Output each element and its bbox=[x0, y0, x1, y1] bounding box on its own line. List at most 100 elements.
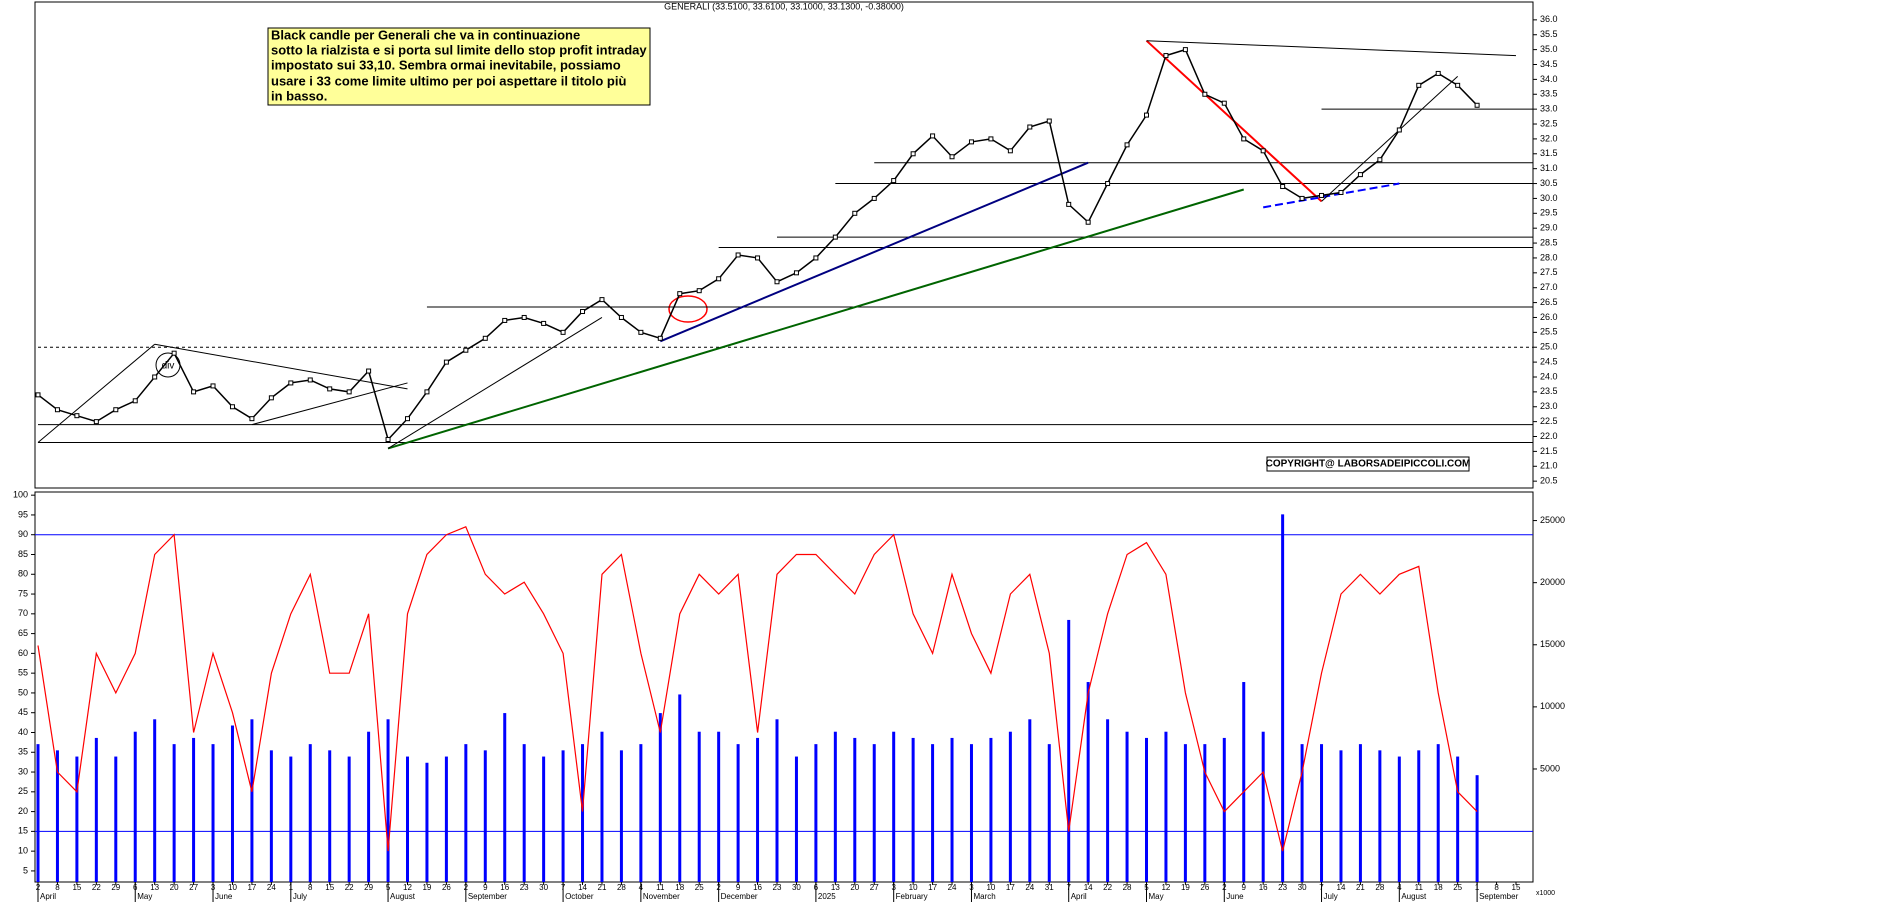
volume-bar bbox=[308, 744, 312, 882]
month-label: July bbox=[1324, 892, 1338, 901]
price-candle bbox=[366, 368, 372, 374]
osc-tick-label: 35 bbox=[18, 747, 28, 757]
volume-bar bbox=[406, 756, 409, 882]
y-tick-label: 28.0 bbox=[1540, 252, 1558, 262]
annotation-line: Black candle per Generali che va in cont… bbox=[271, 27, 580, 42]
price-candle bbox=[288, 380, 294, 386]
x-tick-label: 21 bbox=[1356, 883, 1365, 892]
price-panel bbox=[34, 1, 1534, 489]
osc-tick-label: 100 bbox=[13, 490, 28, 500]
x-tick-label: 24 bbox=[267, 883, 276, 892]
x-tick-label: 23 bbox=[773, 883, 782, 892]
volume-bar bbox=[1047, 744, 1051, 882]
price-candle bbox=[1027, 124, 1033, 130]
x-tick-label: 15 bbox=[325, 883, 334, 892]
price-candle bbox=[482, 335, 488, 341]
volume-bar bbox=[969, 744, 973, 882]
volume-bar bbox=[1242, 682, 1246, 882]
volume-bar bbox=[1300, 744, 1304, 882]
y-tick-label: 33.0 bbox=[1540, 104, 1558, 114]
month-label: October bbox=[565, 892, 594, 901]
x-tick-label: 24 bbox=[1025, 883, 1034, 892]
y-tick-label: 27.0 bbox=[1540, 282, 1558, 292]
osc-tick-label: 40 bbox=[18, 727, 28, 737]
y-tick-label: 25.0 bbox=[1540, 342, 1558, 352]
x-tick-label: 13 bbox=[150, 883, 159, 892]
price-candle bbox=[268, 395, 274, 401]
x-tick-label: 28 bbox=[1375, 883, 1384, 892]
price-candle bbox=[580, 309, 586, 315]
x-tick-label: 24 bbox=[948, 883, 957, 892]
y-tick-label: 29.0 bbox=[1540, 223, 1558, 233]
osc-tick-label: 95 bbox=[18, 509, 28, 519]
osc-tick-label: 45 bbox=[18, 707, 28, 717]
volume-bar bbox=[1358, 744, 1362, 882]
volume-bar bbox=[717, 731, 721, 882]
month-label: September bbox=[1479, 892, 1518, 901]
x-tick-label: 12 bbox=[403, 883, 412, 892]
volume-bar bbox=[1378, 750, 1382, 882]
volume-bar bbox=[639, 744, 643, 882]
volume-bar bbox=[1417, 750, 1421, 882]
y-tick-label: 22.5 bbox=[1540, 416, 1558, 426]
price-candle bbox=[54, 407, 60, 413]
price-candle bbox=[171, 350, 177, 356]
volume-bar bbox=[736, 744, 740, 882]
volume-bar bbox=[833, 731, 837, 882]
price-candle bbox=[1202, 91, 1208, 97]
volume-bar bbox=[911, 737, 915, 882]
annotation-line: usare i 33 come limite ultimo per poi as… bbox=[271, 73, 626, 88]
price-candle bbox=[871, 195, 877, 201]
volume-bar bbox=[892, 731, 896, 882]
price-candle bbox=[1105, 181, 1111, 187]
volume-bar bbox=[1145, 737, 1148, 882]
annotation-line: sotto la rialzista e si porta sul limite… bbox=[271, 42, 647, 57]
y-tick-label: 28.5 bbox=[1540, 237, 1558, 247]
volume-bar bbox=[872, 744, 876, 882]
osc-tick-label: 5 bbox=[23, 865, 28, 875]
y-tick-label: 31.0 bbox=[1540, 163, 1558, 173]
x-tick-label: 21 bbox=[598, 883, 607, 892]
price-candle bbox=[891, 178, 897, 184]
price-candle bbox=[1338, 189, 1344, 195]
volume-tick-label: 10000 bbox=[1540, 701, 1565, 711]
volume-bar bbox=[269, 750, 273, 882]
x-tick-label: 29 bbox=[111, 883, 120, 892]
x-tick-label: 14 bbox=[1337, 883, 1346, 892]
month-label: December bbox=[721, 892, 758, 901]
price-candle bbox=[560, 329, 566, 335]
y-tick-label: 20.5 bbox=[1540, 476, 1558, 486]
y-tick-label: 30.5 bbox=[1540, 178, 1558, 188]
volume-bar bbox=[1086, 682, 1090, 882]
month-label: March bbox=[973, 892, 995, 901]
x-tick-label: 22 bbox=[345, 883, 354, 892]
month-label: June bbox=[1226, 892, 1244, 901]
volume-bar bbox=[1067, 619, 1071, 882]
price-candle bbox=[1007, 148, 1013, 154]
month-label: June bbox=[215, 892, 233, 901]
volume-bar bbox=[444, 756, 448, 882]
price-candle bbox=[1260, 148, 1266, 154]
volume-bar bbox=[1397, 756, 1401, 882]
x-tick-label: 16 bbox=[1259, 883, 1268, 892]
volume-bar bbox=[1106, 719, 1110, 882]
volume-bar bbox=[503, 713, 507, 882]
price-candle bbox=[677, 291, 683, 297]
y-tick-label: 30.0 bbox=[1540, 193, 1558, 203]
x-tick-label: 9 bbox=[483, 883, 488, 892]
x-tick-label: 17 bbox=[928, 883, 937, 892]
x-tick-label: 25 bbox=[1453, 883, 1462, 892]
price-candle bbox=[599, 297, 605, 303]
volume-bar bbox=[114, 756, 118, 882]
osc-tick-label: 75 bbox=[18, 588, 28, 598]
price-candle bbox=[249, 416, 255, 422]
x-tick-label: 9 bbox=[736, 883, 741, 892]
volume-bar bbox=[522, 744, 526, 882]
annotation-line: in basso. bbox=[271, 88, 327, 103]
y-tick-label: 21.0 bbox=[1540, 461, 1558, 471]
volume-bar bbox=[1436, 744, 1440, 882]
volume-unit: x1000 bbox=[1536, 890, 1555, 897]
price-candle bbox=[1357, 172, 1363, 178]
price-candle bbox=[618, 314, 624, 320]
price-candle bbox=[113, 407, 119, 413]
